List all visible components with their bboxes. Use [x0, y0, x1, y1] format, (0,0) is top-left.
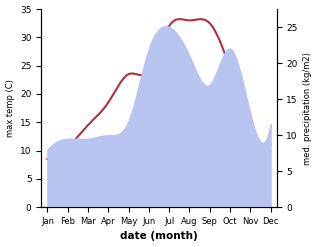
Y-axis label: max temp (C): max temp (C) — [5, 79, 15, 137]
X-axis label: date (month): date (month) — [120, 231, 198, 242]
Y-axis label: med. precipitation (kg/m2): med. precipitation (kg/m2) — [303, 52, 313, 165]
